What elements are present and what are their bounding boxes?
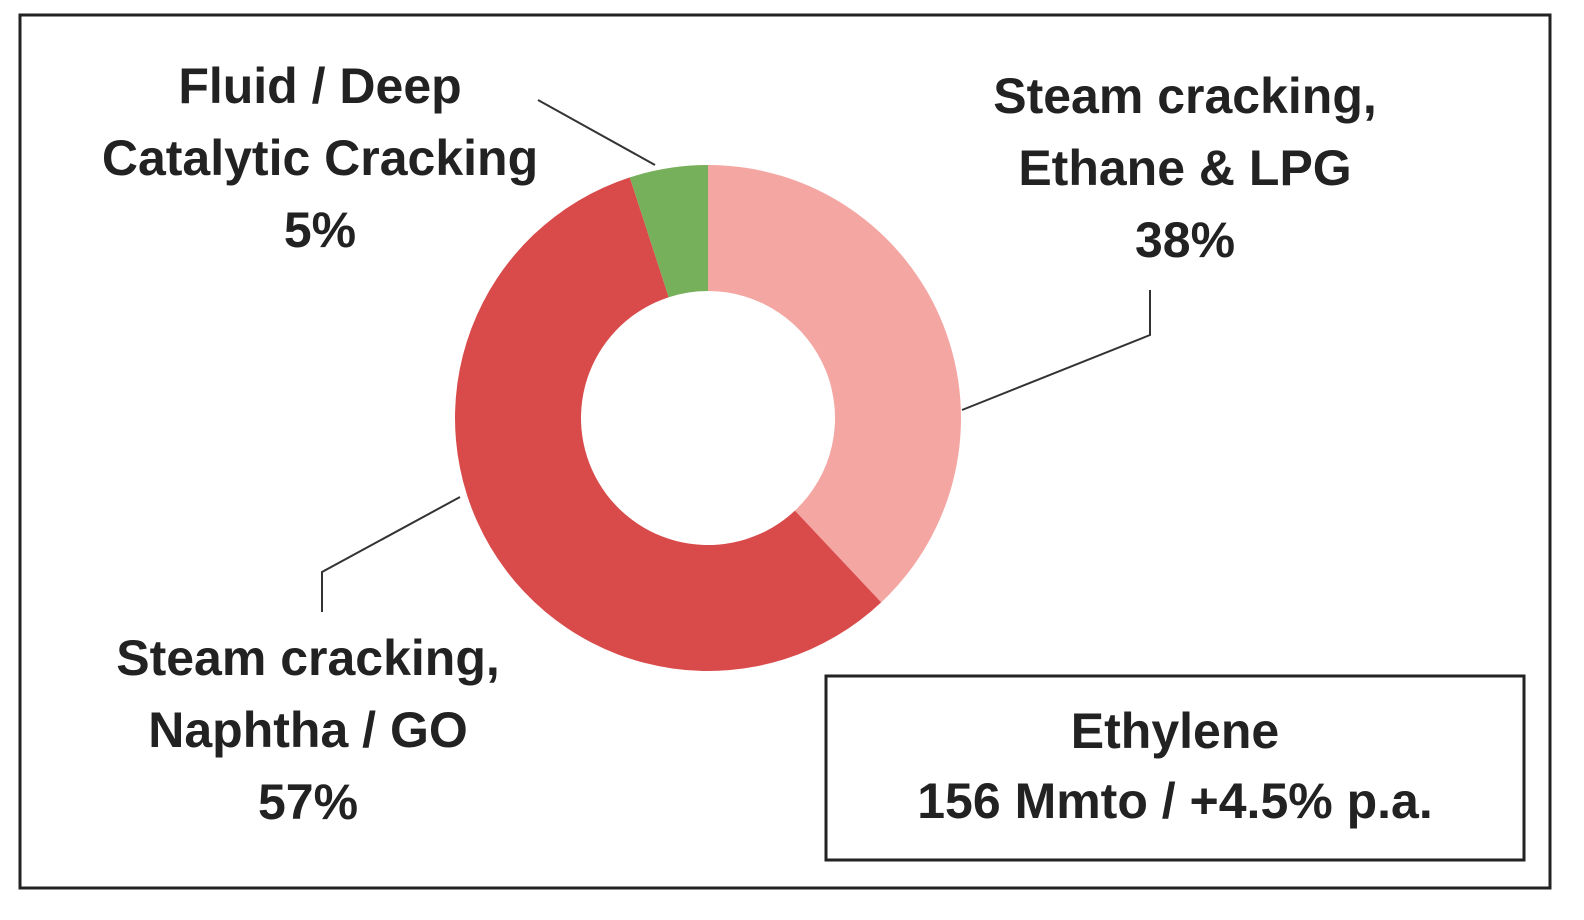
slice-label: Fluid / Deep bbox=[178, 58, 461, 114]
chart-frame bbox=[18, 13, 1552, 890]
donut-slice bbox=[629, 165, 708, 298]
annotation-line: 156 Mmto / +4.5% p.a. bbox=[917, 773, 1432, 829]
value-label: 38% bbox=[1135, 212, 1235, 268]
leader-line bbox=[321, 496, 461, 612]
slice-label: Naphtha / GO bbox=[148, 702, 467, 758]
annotation-box bbox=[824, 674, 1526, 862]
donut-slice bbox=[454, 177, 882, 672]
value-label: 5% bbox=[284, 202, 356, 258]
slice-label: Steam cracking, bbox=[116, 630, 500, 686]
donut-slice bbox=[708, 165, 961, 603]
slice-label: Steam cracking, bbox=[993, 68, 1377, 124]
value-label: 57% bbox=[258, 774, 358, 830]
leader-line bbox=[961, 290, 1151, 411]
slice-label: Ethane & LPG bbox=[1018, 140, 1351, 196]
slice-label: Catalytic Cracking bbox=[102, 130, 538, 186]
annotation-line: Ethylene bbox=[1071, 703, 1279, 759]
leader-line bbox=[537, 99, 656, 166]
